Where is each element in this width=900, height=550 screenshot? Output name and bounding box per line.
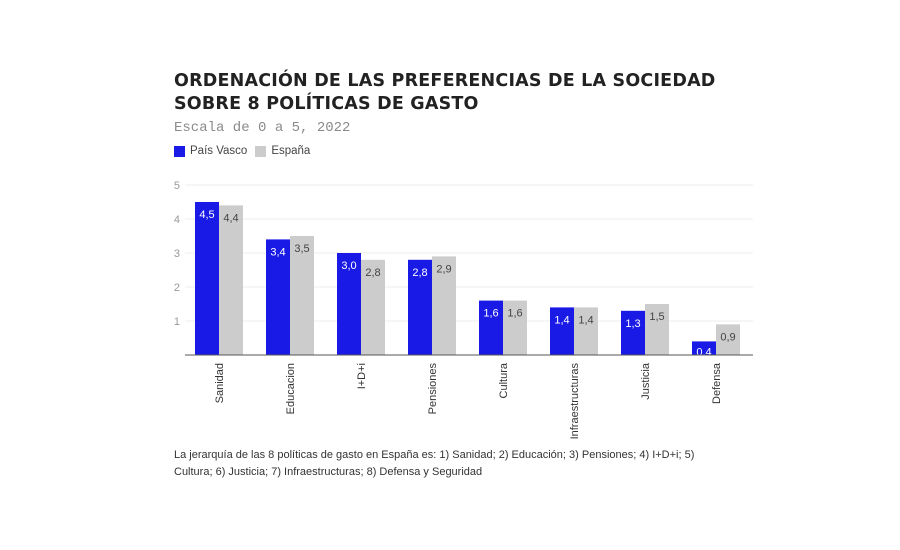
data-label: 4,5 — [199, 209, 214, 221]
data-label: 1,3 — [625, 318, 640, 330]
legend-item-pais-vasco: País Vasco — [174, 145, 247, 157]
data-label: 3,0 — [341, 260, 356, 272]
x-tick-label: Pensiones — [427, 363, 439, 415]
x-tick-label: Defensa — [711, 362, 723, 404]
data-label: 0,9 — [720, 331, 735, 343]
bar-pais-vasco — [550, 307, 574, 355]
x-tick-label: Educacion — [285, 363, 297, 414]
x-tick-label: Justicia — [640, 362, 652, 400]
bar-pais-vasco — [408, 259, 432, 355]
bar-pais-vasco — [621, 310, 645, 355]
data-label: 0,4 — [696, 346, 711, 358]
data-label: 1,5 — [649, 311, 664, 323]
data-label: 3,4 — [270, 246, 285, 258]
data-label: 2,9 — [436, 263, 451, 275]
bar-espana — [716, 324, 740, 355]
data-label: 1,6 — [483, 308, 498, 320]
data-label: 2,8 — [412, 267, 427, 279]
bar-pais-vasco — [195, 202, 219, 355]
x-tick-label: Cultura — [498, 362, 510, 398]
legend-item-espana: España — [255, 145, 310, 157]
x-tick-label: Infraestructuras — [569, 363, 581, 440]
legend-label-pais-vasco: País Vasco — [190, 145, 248, 157]
bar-espana — [361, 259, 385, 355]
legend-label-espana: España — [271, 145, 311, 157]
legend: País Vasco España — [174, 145, 318, 157]
data-label: 3,5 — [294, 243, 309, 255]
bar-pais-vasco — [692, 341, 716, 355]
bar-espana — [219, 205, 243, 355]
chart-title: ORDENACIÓN DE LAS PREFERENCIAS DE LA SOC… — [174, 71, 716, 114]
x-tick-label: Sanidad — [214, 363, 226, 403]
bar-espana — [432, 256, 456, 355]
legend-swatch-espana — [255, 145, 267, 157]
bar-espana — [503, 300, 527, 355]
y-tick-label: 5 — [174, 180, 180, 192]
bar-pais-vasco — [337, 253, 361, 355]
y-tick-label: 1 — [174, 316, 180, 328]
y-tick-label: 4 — [174, 214, 180, 226]
footnote: La jerarquía de las 8 políticas de gasto… — [174, 449, 695, 478]
bar-pais-vasco — [266, 239, 290, 355]
x-tick-label: I+D+i — [356, 363, 368, 389]
data-label: 2,8 — [365, 267, 380, 279]
bar-espana — [290, 236, 314, 355]
chart-subtitle: Escala de 0 a 5, 2022 — [174, 120, 351, 136]
bar-espana — [574, 307, 598, 355]
y-tick-label: 2 — [174, 282, 180, 294]
data-label: 4,4 — [223, 212, 238, 224]
bar-espana — [645, 304, 669, 355]
data-label: 1,4 — [578, 314, 593, 326]
y-tick-label: 3 — [174, 248, 180, 260]
legend-swatch-pais-vasco — [174, 145, 185, 157]
data-label: 1,4 — [554, 314, 569, 326]
bar-pais-vasco — [479, 300, 503, 355]
data-label: 1,6 — [507, 308, 522, 320]
